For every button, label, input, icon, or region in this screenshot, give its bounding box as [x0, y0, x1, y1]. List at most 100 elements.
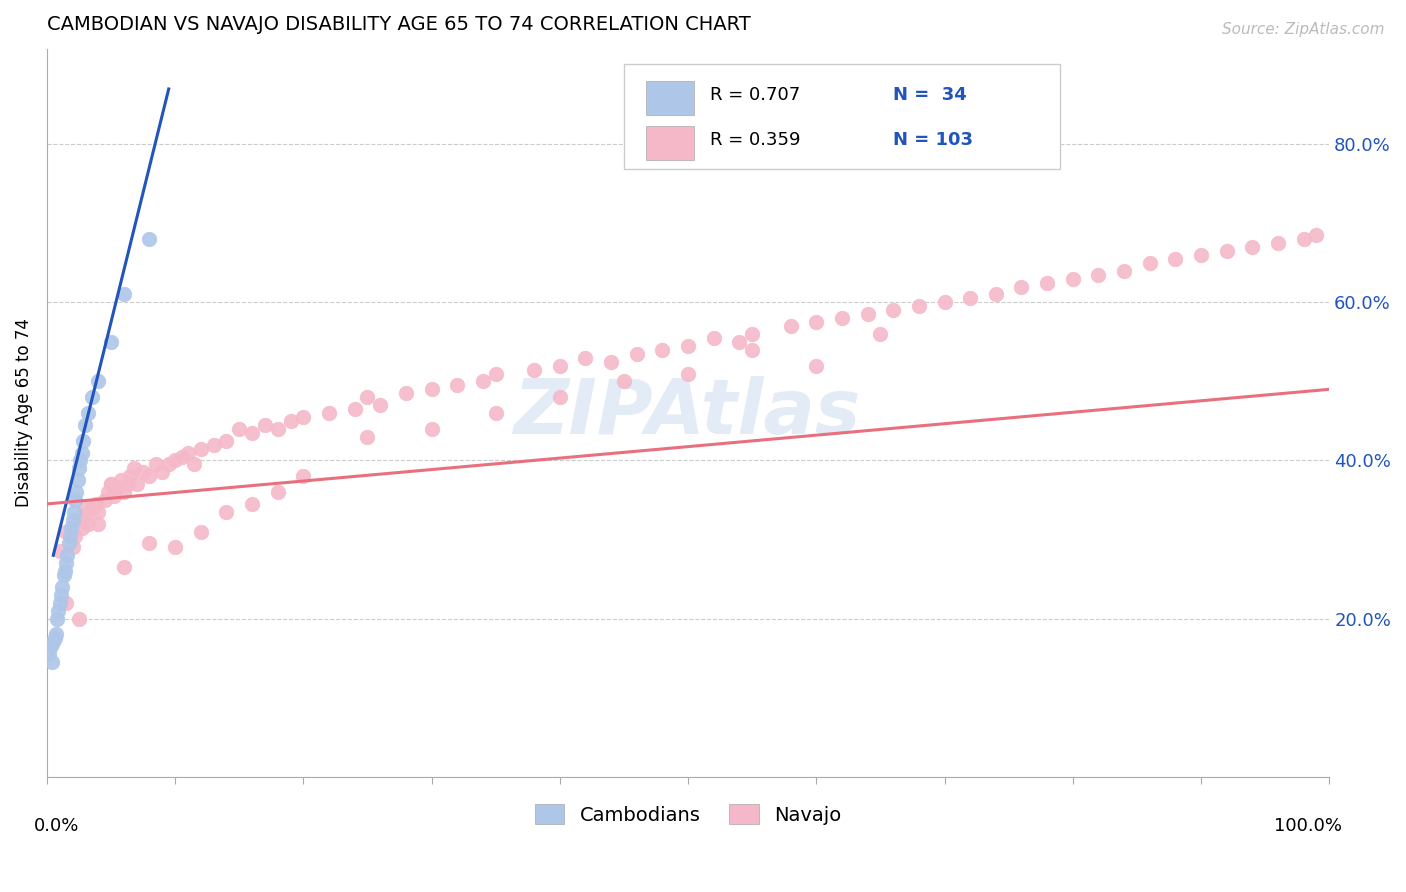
Point — [267, 422, 290, 436]
Text: N = 103: N = 103 — [893, 131, 973, 149]
Text: CAMBODIAN VS NAVAJO DISABILITY AGE 65 TO 74 CORRELATION CHART: CAMBODIAN VS NAVAJO DISABILITY AGE 65 TO… — [46, 15, 751, 34]
Point — [53, 564, 76, 578]
Point — [75, 417, 97, 432]
Point — [869, 326, 891, 341]
Y-axis label: Disability Age 65 to 74: Disability Age 65 to 74 — [15, 318, 32, 508]
Point — [157, 458, 180, 472]
Point — [1087, 268, 1109, 282]
Point — [87, 375, 110, 389]
Point — [80, 390, 103, 404]
Point — [240, 425, 263, 440]
Point — [55, 524, 77, 539]
Point — [87, 516, 110, 531]
Point — [806, 359, 828, 373]
Point — [626, 347, 648, 361]
Point — [70, 521, 93, 535]
Text: R = 0.707: R = 0.707 — [710, 87, 800, 104]
Point — [110, 473, 132, 487]
Point — [676, 339, 699, 353]
Point — [125, 477, 148, 491]
Point — [446, 378, 468, 392]
Text: 100.0%: 100.0% — [1274, 816, 1343, 835]
Point — [934, 295, 956, 310]
Text: R = 0.359: R = 0.359 — [710, 131, 800, 149]
Text: Source: ZipAtlas.com: Source: ZipAtlas.com — [1222, 22, 1385, 37]
Text: ZIPAtlas: ZIPAtlas — [515, 376, 862, 450]
Point — [52, 568, 75, 582]
Point — [882, 303, 904, 318]
Point — [120, 469, 142, 483]
Point — [600, 354, 623, 368]
Point — [145, 458, 167, 472]
Point — [190, 442, 212, 456]
Point — [741, 326, 763, 341]
Point — [1011, 279, 1033, 293]
Point — [523, 362, 546, 376]
Point — [165, 541, 187, 555]
Point — [55, 596, 77, 610]
Point — [51, 580, 73, 594]
Point — [56, 549, 79, 563]
Point — [48, 604, 70, 618]
Text: N =  34: N = 34 — [893, 87, 967, 104]
Point — [831, 311, 853, 326]
Point — [44, 632, 66, 646]
Point — [240, 497, 263, 511]
Text: 0.0%: 0.0% — [34, 816, 80, 835]
Point — [420, 382, 443, 396]
Point — [70, 445, 93, 459]
Point — [67, 461, 90, 475]
Point — [165, 453, 187, 467]
Point — [60, 521, 83, 535]
Point — [112, 560, 135, 574]
Point — [318, 406, 340, 420]
Point — [138, 536, 160, 550]
Bar — [645, 127, 695, 161]
Point — [177, 445, 200, 459]
Point — [132, 466, 155, 480]
Point — [741, 343, 763, 357]
Point — [190, 524, 212, 539]
Point — [292, 469, 315, 483]
Point — [170, 450, 193, 464]
Point — [38, 647, 60, 661]
Point — [368, 398, 391, 412]
Point — [72, 434, 94, 448]
Point — [356, 430, 378, 444]
Point — [41, 655, 63, 669]
Point — [42, 635, 65, 649]
Point — [48, 596, 70, 610]
Point — [77, 516, 100, 531]
Point — [228, 422, 250, 436]
Point — [75, 500, 97, 515]
Point — [138, 469, 160, 483]
Point — [548, 359, 571, 373]
Point — [1215, 244, 1237, 258]
Point — [856, 307, 879, 321]
Point — [63, 493, 86, 508]
Point — [62, 513, 84, 527]
Point — [87, 505, 110, 519]
Point — [651, 343, 673, 357]
Point — [1267, 236, 1289, 251]
Point — [471, 375, 494, 389]
Point — [69, 453, 91, 467]
Point — [485, 406, 508, 420]
Point — [343, 402, 366, 417]
Point — [1189, 248, 1212, 262]
Point — [112, 287, 135, 301]
Point — [138, 232, 160, 246]
Point — [49, 588, 72, 602]
Point — [215, 505, 238, 519]
Point — [1292, 232, 1315, 246]
Point — [183, 458, 205, 472]
Point — [1036, 276, 1059, 290]
Point — [1305, 228, 1327, 243]
Point — [80, 500, 103, 515]
Point — [63, 505, 86, 519]
Point — [548, 390, 571, 404]
Point — [66, 473, 89, 487]
Point — [574, 351, 596, 365]
Point — [112, 485, 135, 500]
Bar — [645, 81, 695, 115]
